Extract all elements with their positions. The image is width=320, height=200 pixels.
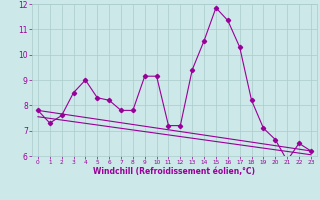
X-axis label: Windchill (Refroidissement éolien,°C): Windchill (Refroidissement éolien,°C)	[93, 167, 255, 176]
